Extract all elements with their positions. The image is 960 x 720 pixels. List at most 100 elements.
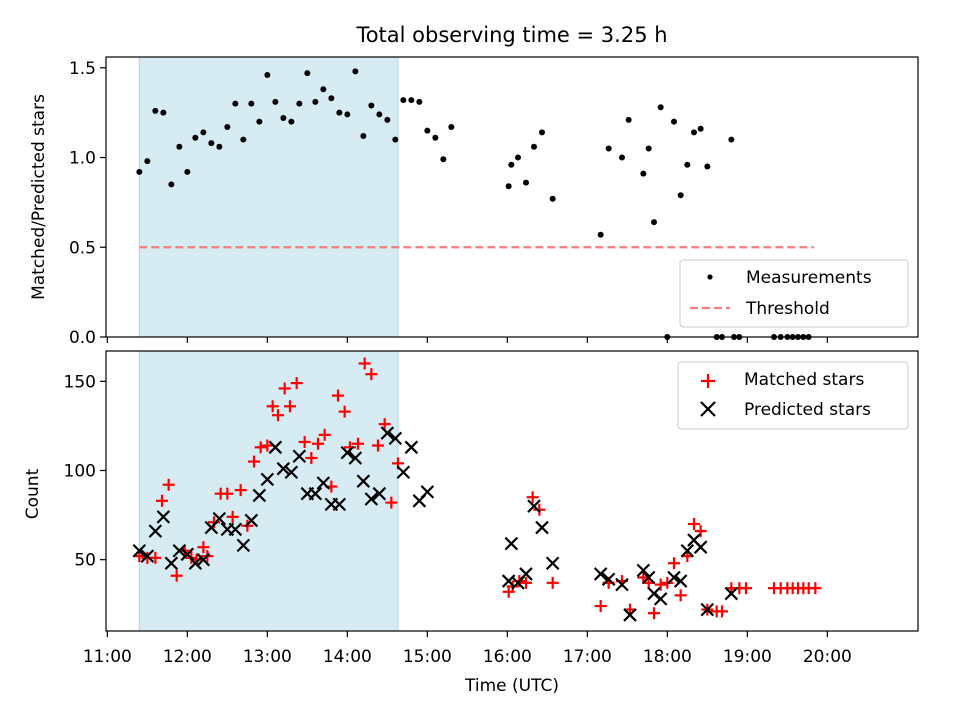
x-tick-label: 11:00 (83, 647, 132, 667)
predicted-star-point (593, 567, 608, 581)
legend-predicted-label: Predicted stars (744, 400, 871, 420)
legend-measurements-label: Measurements (746, 268, 872, 288)
x-tick-label: 20:00 (803, 647, 852, 667)
predicted-star-point (545, 556, 560, 571)
predicted-star-point (680, 543, 695, 558)
measurement-point (192, 134, 199, 141)
x-tick-label: 15:00 (403, 647, 452, 667)
matched-star-point (162, 478, 175, 491)
measurement-point (184, 168, 191, 175)
measurement-point (160, 109, 167, 116)
predicted-star-point (535, 520, 549, 535)
matched-star-point (312, 437, 324, 450)
legend-matched-marker (701, 374, 715, 388)
predicted-star-point (148, 524, 163, 538)
measurement-point (280, 115, 287, 122)
measurement-point (240, 136, 247, 143)
matched-star-point (298, 435, 311, 448)
measurement-point (651, 219, 657, 226)
matched-star-point (378, 418, 391, 431)
measurement-point (619, 154, 625, 161)
predicted-star-point (268, 440, 283, 455)
measurement-point (549, 195, 556, 202)
measurement-point (136, 168, 143, 175)
measurement-point (216, 143, 223, 150)
measurement-point (224, 124, 231, 130)
matched-star-point (365, 368, 378, 381)
matched-star-point (809, 582, 822, 595)
predicted-star-point (527, 499, 541, 513)
matched-star-point (170, 569, 183, 582)
predicted-star-point (284, 465, 299, 480)
measurement-point (432, 134, 439, 141)
y-tick-label: 50 (74, 551, 96, 571)
observing-window-span (138, 56, 399, 338)
measurement-point (508, 161, 515, 168)
matched-star-point (668, 557, 680, 570)
predicted-star-point (693, 540, 708, 554)
predicted-star-point (172, 543, 187, 558)
measurement-point (264, 71, 271, 78)
predicted-star-point (356, 474, 371, 488)
matched-star-point (352, 437, 364, 450)
measurement-point (352, 68, 359, 75)
measurement-point (684, 161, 691, 168)
measurement-point (256, 118, 263, 125)
measurement-point (440, 156, 447, 163)
predicted-star-point (667, 570, 681, 585)
predicted-star-point (700, 602, 715, 617)
measurement-point (248, 100, 255, 107)
observing-window-span (138, 350, 399, 632)
predicted-star-point (188, 556, 203, 571)
top-panel: 0.0 0.5 1.0 1.5 Matched/Predicted stars Mea… (29, 56, 919, 348)
y-tick-label: 0.0 (69, 328, 96, 348)
matched-star-point (654, 578, 667, 591)
measurement-point (728, 136, 735, 143)
predicted-star-point (404, 440, 419, 455)
measurement-point (232, 100, 239, 107)
predicted-star-point (156, 510, 171, 524)
matched-star-point (688, 517, 700, 530)
measurement-point (344, 111, 351, 118)
matched-star-point (234, 484, 247, 497)
predicted-star-point (140, 549, 155, 563)
matched-star-point (226, 510, 239, 523)
measurement-point (312, 98, 319, 105)
measurement-point (152, 107, 159, 114)
measurement-point (336, 109, 343, 116)
matched-star-point (197, 541, 210, 554)
measurement-point (505, 183, 512, 190)
matched-star-point (674, 589, 687, 602)
predicted-star-point (292, 449, 307, 464)
measurement-point (360, 132, 367, 139)
predicted-star-point (724, 586, 739, 601)
matched-star-point (254, 441, 267, 454)
predicted-star-point (636, 563, 651, 578)
matched-star-point (149, 551, 162, 564)
x-tick-label: 18:00 (643, 647, 692, 667)
matched-star-point (520, 576, 532, 589)
matched-star-point (284, 400, 296, 413)
bottom-y-axis-label: Count (23, 468, 43, 519)
x-tick-label: 16:00 (483, 647, 532, 667)
measurement-point (168, 181, 175, 188)
predicted-star-point (372, 486, 387, 501)
bottom-axes-frame (105, 350, 919, 632)
predicted-star-point (420, 485, 435, 499)
predicted-star-point (380, 426, 395, 440)
matched-star-point (266, 400, 279, 413)
measurement-point (296, 100, 303, 107)
matched-star-point (272, 409, 284, 422)
predicted-star-point (623, 608, 637, 622)
measurement-point (539, 129, 545, 136)
bottom-x-axis-label: Time (UTC) (464, 676, 559, 696)
predicted-star-point (260, 472, 275, 487)
matched-star-point (385, 496, 398, 509)
measurement-point (376, 111, 383, 118)
predicted-star-point (388, 431, 403, 446)
matched-star-point (661, 576, 674, 589)
measurement-point (400, 97, 407, 104)
y-tick-label: 100 (64, 461, 96, 481)
matched-star-point (740, 582, 752, 595)
